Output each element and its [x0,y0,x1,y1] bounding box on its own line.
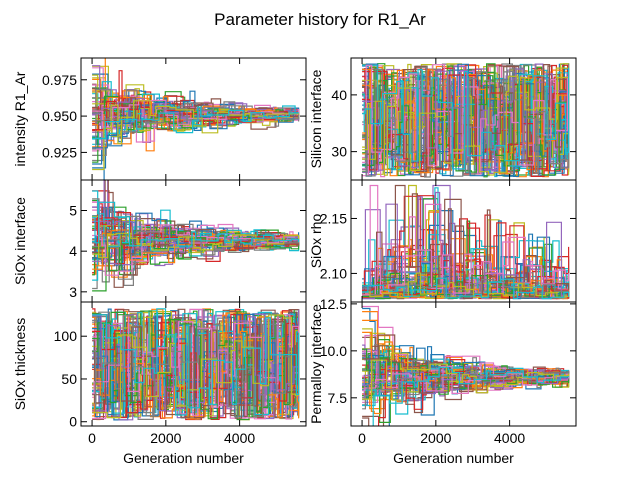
y-tick-label: 0 [69,414,77,430]
series-line [362,355,570,388]
series-line [362,63,570,175]
y-tick-label: 3 [69,284,77,300]
y-tick-label: 0.925 [42,144,77,160]
y-axis-label: SiOx interface [12,197,28,285]
x-axis-label: Generation number [123,450,244,466]
x-axis-label: Generation number [393,450,514,466]
series-line [92,97,300,131]
y-tick-label: 50 [61,371,77,387]
y-tick-label: 5 [69,203,77,219]
series-group-silicon [362,63,570,178]
series-line [362,276,570,300]
series-line [362,63,570,177]
y-tick-label: 100 [54,328,78,344]
figure-title: Parameter history for R1_Ar [214,10,426,29]
series-line [362,352,570,400]
y-tick-label: 10.0 [320,343,347,359]
series-line [92,201,300,247]
series-line [92,94,300,132]
series-line [362,279,570,299]
series-line [92,215,300,259]
series-line [362,74,570,171]
series-line [372,366,570,426]
y-tick-label: 2.10 [320,265,347,281]
panel-silicon: 30 40 Silicon interface [308,57,577,181]
axes-frame [80,301,307,427]
series-line [362,220,570,300]
x-tick-label: 4000 [224,430,255,446]
y-axis-label: SiOx thickness [12,318,28,411]
series-group-siox_rho [362,184,570,300]
series-line [92,99,300,128]
series-line [362,69,570,175]
series-line [362,272,570,299]
x-tick-label: 0 [88,430,96,446]
series-line [362,184,570,300]
series-group-intensity [92,58,300,180]
series-line [362,344,570,388]
y-tick-label: 2.15 [320,210,347,226]
x-tick-label: 2000 [150,430,181,446]
y-tick-label: 40 [331,87,347,103]
series-line [92,315,300,417]
series-line [92,322,300,414]
series-line [362,277,570,300]
panel-intensity: 0.925 0.950 0.975 intensity R1_Ar [12,57,307,181]
x-tick-label: 2000 [420,430,451,446]
series-line [362,348,570,395]
y-tick-label: 4 [69,243,77,259]
y-tick-label: 12.5 [320,296,347,312]
series-line [362,67,570,170]
series-group-permalloy [362,305,570,426]
y-tick-label: 0.950 [42,108,77,124]
series-group-siox_interface [92,180,300,292]
y-axis-label: intensity R1_Ar [12,71,28,166]
series-line [362,64,570,175]
series-line [107,180,300,248]
series-line [362,63,570,176]
x-tick-label: 0 [358,430,366,446]
series-line [92,224,300,276]
series-line [362,195,570,298]
panel-siox_thickness: 0 2000 4000 0 50 100 SiOx thickness Generation … [12,301,307,466]
series-line [92,81,300,129]
axes-frame [350,301,577,427]
y-tick-label: 30 [331,144,347,160]
x-tick-label: 4000 [494,430,525,446]
y-axis-label: Silicon interface [308,69,324,168]
series-line [362,216,570,296]
series-group-siox_thickness [92,308,300,421]
series-line [362,271,570,299]
y-axis-label: Permalloy interface [308,304,324,424]
series-line [92,106,300,140]
series-line [362,362,570,394]
series-line [92,314,300,419]
y-axis-label: SiOx rho [308,214,324,269]
series-line [362,63,570,174]
series-line [92,198,300,256]
y-tick-label: 0.975 [42,72,77,88]
y-tick-label: 7.5 [328,390,348,406]
series-line [92,308,300,416]
